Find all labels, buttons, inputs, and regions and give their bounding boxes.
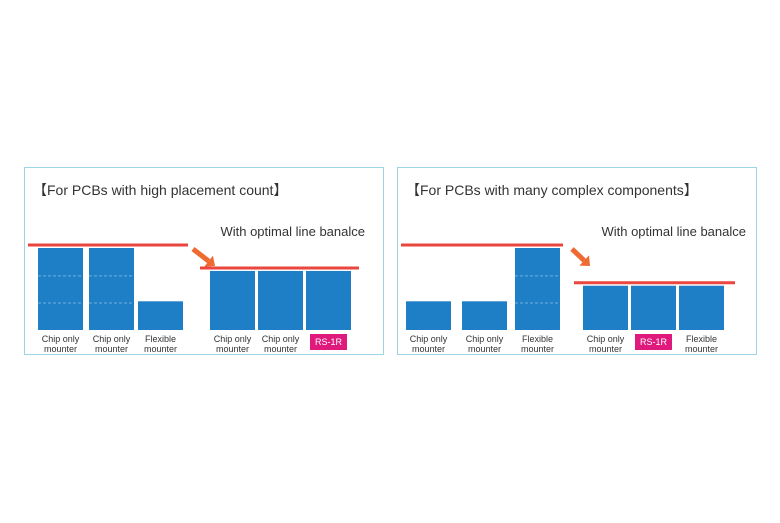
before-bar-1 <box>38 248 83 330</box>
panel-complex-components: 【For PCBs with many complex components】 … <box>397 167 757 355</box>
bar-label: Flexible mounter <box>143 334 178 354</box>
before-bar-3 <box>138 301 183 330</box>
before-bar-2 <box>89 248 134 330</box>
panel-title: 【For PCBs with many complex components】 <box>406 182 698 198</box>
after-bar-1 <box>210 270 255 330</box>
after-bar-3 <box>679 285 724 330</box>
after-bar-1 <box>583 285 628 330</box>
arrow-icon <box>191 247 211 264</box>
bar-label: Chip only mounter <box>213 334 252 354</box>
before-bar-2 <box>462 301 507 330</box>
after-bar-2 <box>631 285 676 330</box>
bar-label: Chip only mounter <box>41 334 80 354</box>
panel-high-placement: 【For PCBs with high placement count】 Wit… <box>24 167 384 355</box>
bar-diagram <box>28 243 359 330</box>
bar-label: Chip only mounter <box>586 334 625 354</box>
arrow-head-icon <box>579 255 590 266</box>
bar-diagram <box>401 243 735 330</box>
before-bar-3 <box>515 248 560 330</box>
bar-label: Chip only mounter <box>465 334 504 354</box>
bar-label: Chip only mounter <box>92 334 131 354</box>
rs-1r-badge: RS-1R <box>310 334 348 350</box>
arrow-head-icon <box>204 255 215 267</box>
bar-label: Flexible mounter <box>520 334 555 354</box>
before-bar-1 <box>406 301 451 330</box>
bar-label: Flexible mounter <box>684 334 719 354</box>
after-bar-3 <box>306 270 351 330</box>
rs-1r-badge: RS-1R <box>635 334 673 350</box>
after-bar-2 <box>258 270 303 330</box>
arrow-icon <box>570 247 586 263</box>
panel-subtitle: With optimal line banalce <box>601 224 746 239</box>
panel-subtitle: With optimal line banalce <box>220 224 365 239</box>
bar-label: Chip only mounter <box>409 334 448 354</box>
bar-label: Chip only mounter <box>261 334 300 354</box>
panel-title: 【For PCBs with high placement count】 <box>33 182 288 198</box>
